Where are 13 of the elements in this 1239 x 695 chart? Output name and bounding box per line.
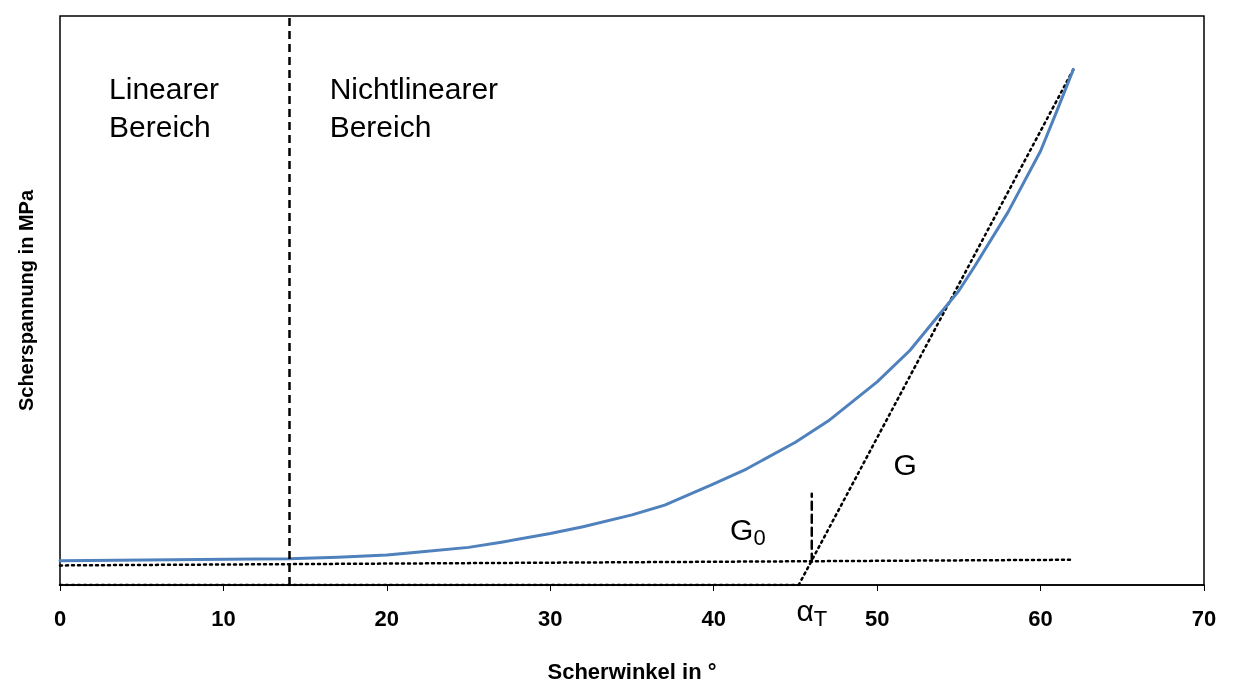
y-axis-title: Scherspannung in MPa bbox=[15, 189, 37, 412]
x-tick-label: 50 bbox=[864, 605, 890, 631]
x-tick-label: 0 bbox=[53, 605, 67, 631]
x-tick-label: 20 bbox=[374, 605, 400, 631]
x-tick-label: 70 bbox=[1191, 605, 1217, 631]
x-tick-label: 60 bbox=[1028, 605, 1053, 631]
x-tick-label: 40 bbox=[701, 605, 726, 631]
annotation: Nichtlinearer Bereich bbox=[329, 72, 499, 144]
annotation: Linearer Bereich bbox=[109, 72, 220, 144]
x-axis-title: Scherwinkel in ° bbox=[547, 658, 717, 684]
x-tick-label: 10 bbox=[211, 605, 236, 631]
x-tick-label: 30 bbox=[538, 605, 563, 631]
annotation: G bbox=[893, 448, 917, 482]
